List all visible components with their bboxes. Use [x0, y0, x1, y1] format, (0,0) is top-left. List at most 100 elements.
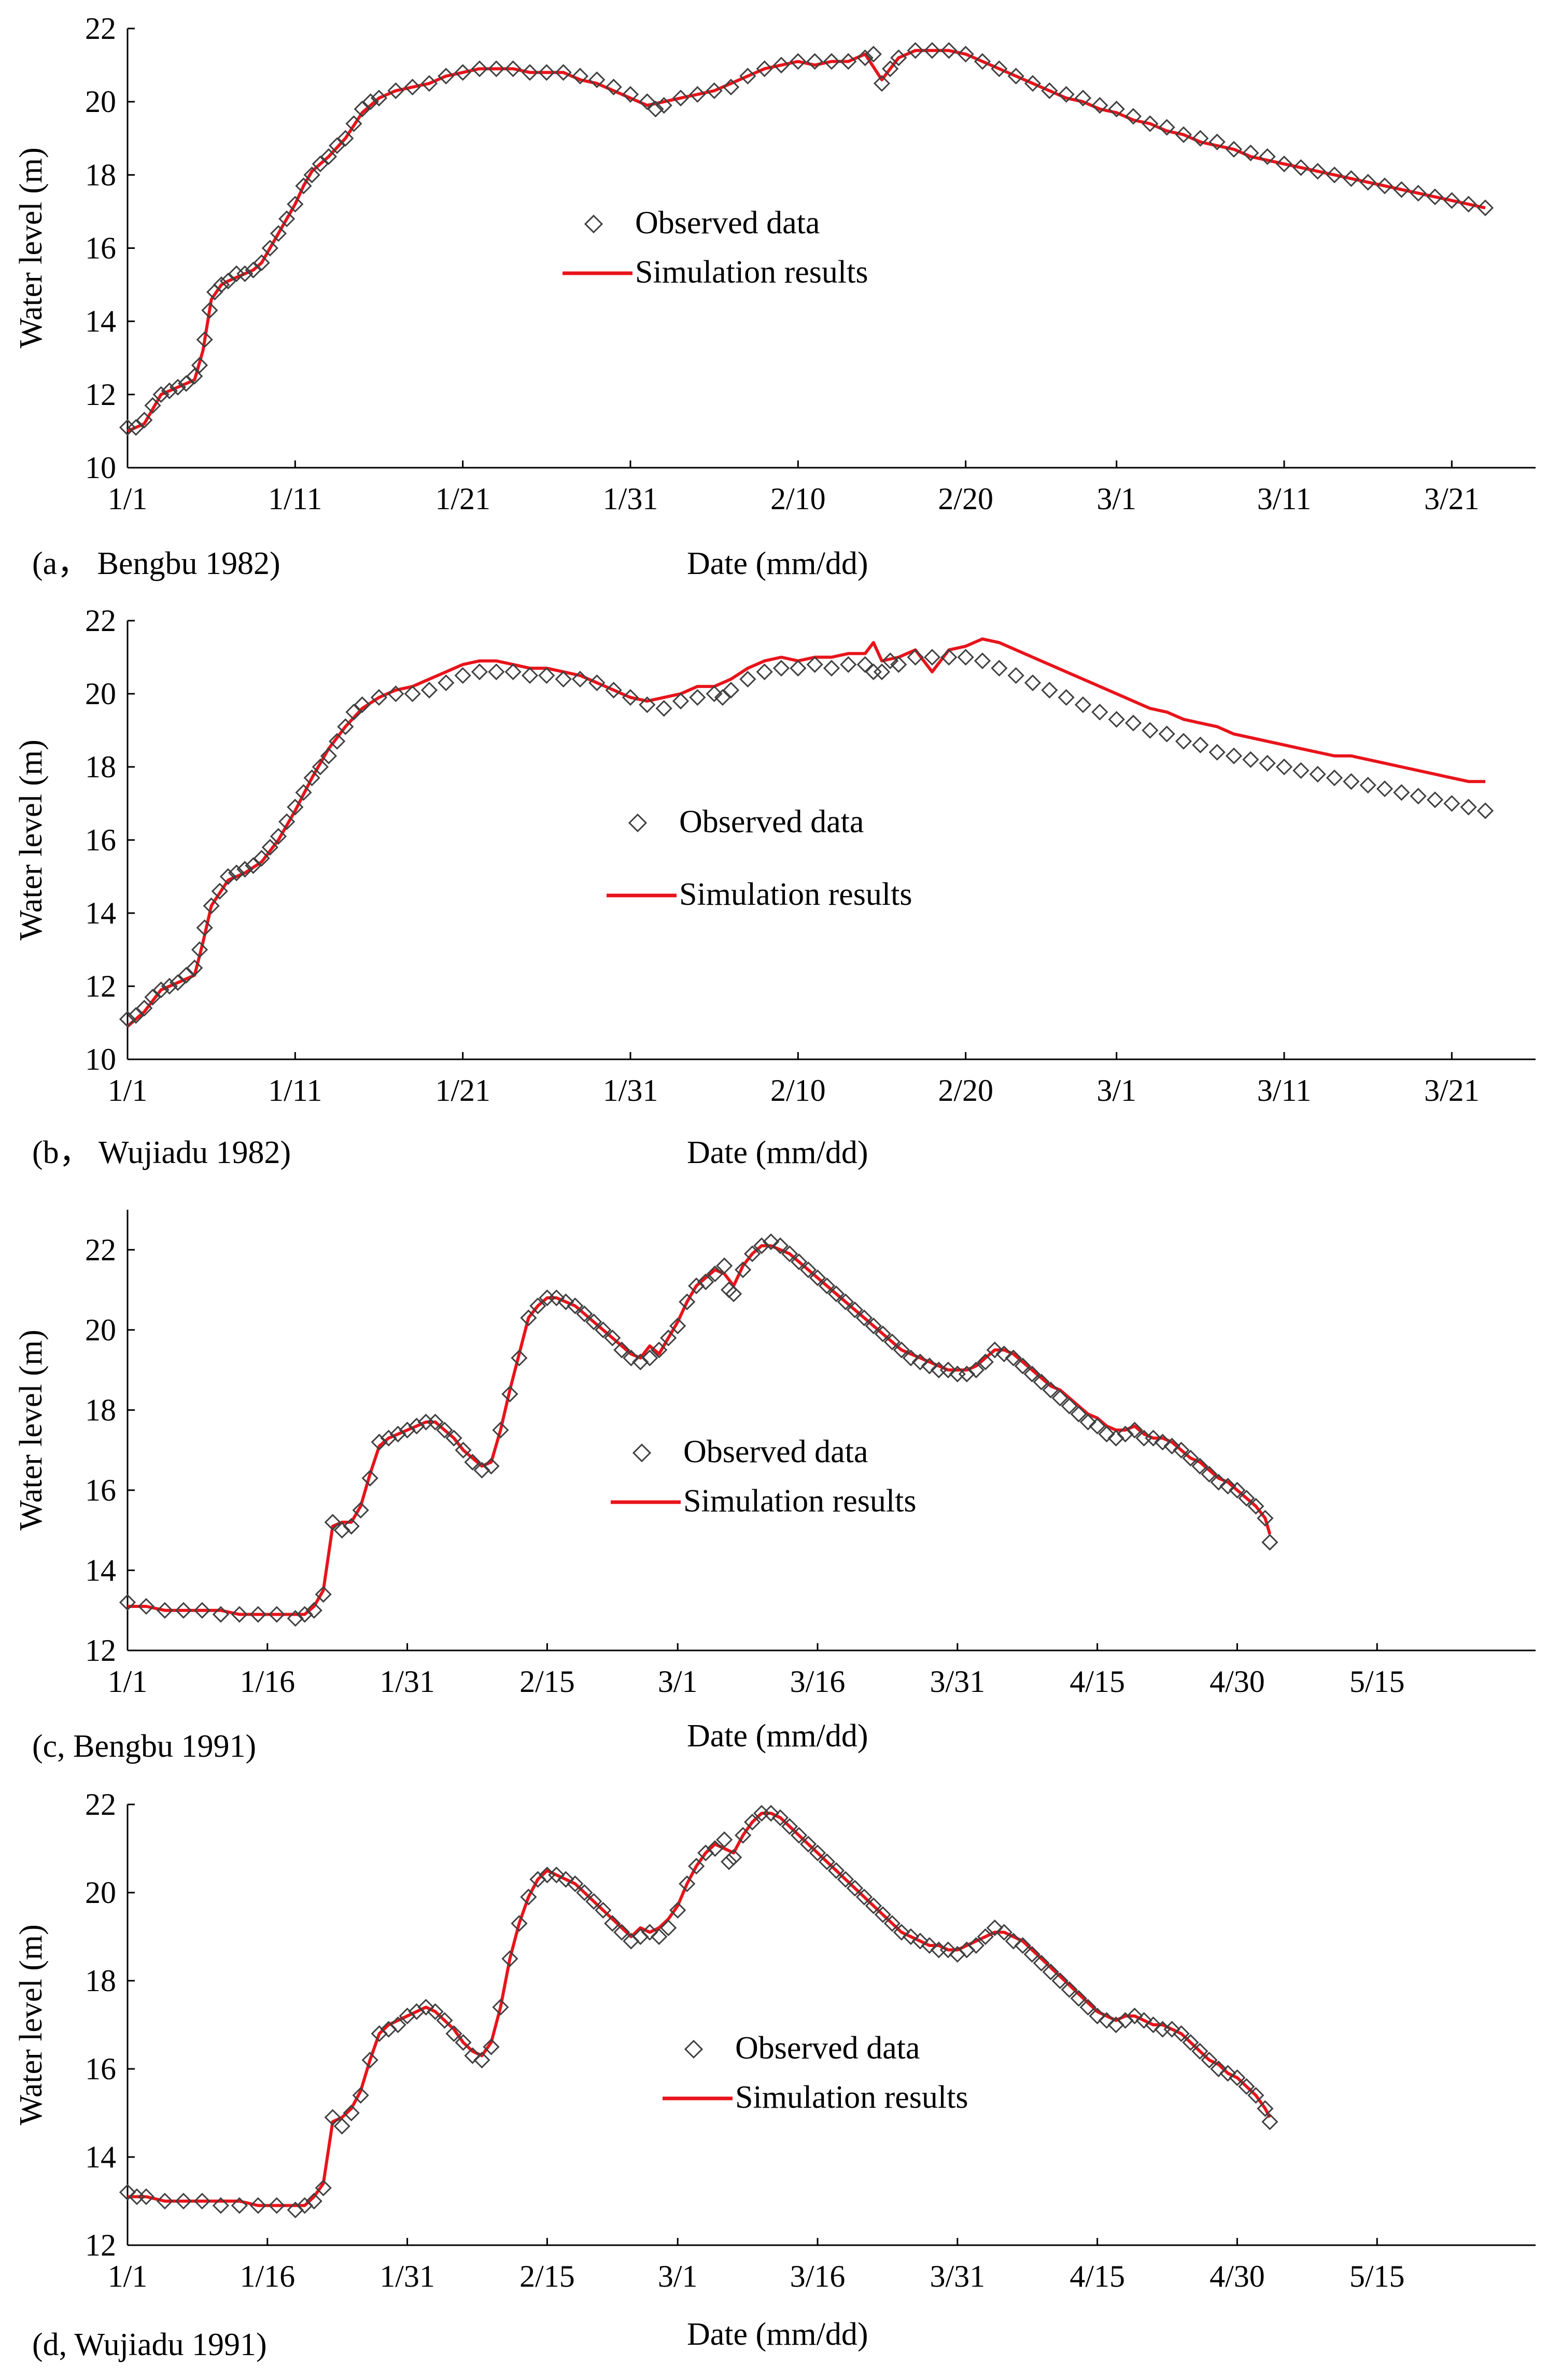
legend-observed-label: Observed data: [635, 205, 820, 241]
observed-point: [520, 1309, 537, 1326]
observed-point: [278, 813, 296, 830]
simulation-line: [126, 49, 1486, 433]
observed-point: [261, 838, 278, 856]
observed-point: [571, 670, 589, 688]
observed-point: [455, 1441, 472, 1459]
observed-point: [651, 1928, 668, 1945]
observed-point: [315, 2179, 332, 2196]
observed-point: [1309, 163, 1326, 180]
observed-point: [492, 1421, 509, 1439]
x-tick-label: 1/21: [435, 482, 490, 516]
observed-point: [438, 674, 455, 691]
legend: Observed data Simulation results: [562, 205, 868, 290]
observed-point: [333, 1522, 350, 1539]
observed-point: [1033, 1374, 1050, 1391]
y-tick-label: 18: [85, 1964, 116, 1998]
observed-point: [236, 265, 254, 283]
observed-point: [521, 667, 539, 684]
observed-point: [1158, 119, 1175, 136]
x-tick-label: 3/11: [1257, 1073, 1311, 1108]
x-tick-label: 1/1: [108, 1664, 148, 1699]
observed-point: [329, 137, 346, 154]
observed-point: [967, 1937, 985, 1954]
observed-point: [883, 1915, 901, 1932]
observed-point: [641, 1349, 658, 1367]
observed-point: [128, 419, 145, 436]
panel-caption: (c, Bengbu 1991): [32, 1729, 256, 1764]
observed-point: [1014, 1937, 1031, 1954]
observed-point: [245, 857, 262, 874]
observed-point: [1393, 181, 1410, 198]
observed-point: [585, 1893, 602, 1910]
observed-point: [249, 1606, 266, 1623]
observed-point: [1074, 696, 1092, 713]
observed-point: [995, 1924, 1012, 1941]
observed-point: [312, 156, 329, 173]
observed-point: [1259, 754, 1276, 772]
observed-point: [1238, 1490, 1255, 1507]
observed-point: [511, 1349, 528, 1367]
observed-point: [228, 864, 245, 881]
observed-point: [268, 2197, 285, 2214]
observed-point: [1225, 141, 1243, 158]
observed-point: [923, 42, 941, 59]
observed-point: [1124, 108, 1142, 125]
x-tick-label: 3/16: [790, 2259, 846, 2293]
observed-point: [790, 1253, 808, 1270]
x-tick-label: 1/11: [268, 482, 322, 516]
observed-point: [1070, 1405, 1087, 1423]
observed-point: [739, 67, 756, 85]
observed-point: [1042, 1963, 1059, 1981]
observed-point: [333, 2118, 350, 2135]
observed-point: [156, 2192, 174, 2210]
observed-point: [320, 747, 337, 764]
observed-point: [361, 2051, 378, 2069]
legend: Observed data Simulation results: [611, 1434, 917, 1519]
observed-point: [454, 64, 471, 81]
observed-point: [974, 652, 991, 669]
x-tick-label: 1/31: [379, 1664, 435, 1699]
y-axis-title: Water level (m): [13, 1329, 49, 1530]
observed-point: [1158, 725, 1175, 743]
observed-point: [1023, 1945, 1040, 1963]
observed-point: [1275, 156, 1293, 173]
observed-point: [1074, 89, 1092, 107]
observed-point: [722, 681, 740, 699]
y-tick-label: 18: [85, 750, 116, 784]
observed-point: [1460, 799, 1477, 816]
observed-point: [595, 1901, 612, 1919]
observed-point: [152, 981, 170, 999]
observed-point: [305, 2192, 322, 2210]
observed-point: [399, 1421, 416, 1439]
observed-point: [219, 868, 237, 885]
x-tick-label: 1/21: [435, 1073, 490, 1108]
x-tick-label: 4/30: [1210, 1664, 1265, 1699]
observed-point: [492, 1998, 509, 2016]
observed-point: [212, 2197, 229, 2214]
observed-point: [445, 2025, 462, 2042]
observed-point: [1326, 769, 1343, 787]
x-axis-title: Date (mm/dd): [687, 1718, 868, 1754]
observed-point: [1061, 1981, 1078, 1998]
observed-point: [1359, 174, 1376, 191]
observed-point: [1261, 1534, 1278, 1551]
observed-point: [882, 60, 899, 77]
observed-point: [245, 261, 262, 278]
observed-point: [211, 883, 228, 900]
observed-point: [604, 1915, 621, 1932]
observed-point: [186, 368, 203, 385]
observed-point: [1142, 115, 1159, 132]
observed-point: [1175, 126, 1192, 143]
observed-point: [890, 656, 907, 673]
observed-point: [253, 254, 270, 271]
observed-point: [287, 195, 304, 213]
x-tick-label: 1/31: [603, 482, 658, 516]
observed-point: [420, 75, 438, 92]
x-axis-title: Date (mm/dd): [687, 546, 868, 581]
observed-point: [1208, 744, 1226, 761]
observed-point: [203, 897, 220, 915]
observed-point: [856, 49, 874, 66]
observed-point: [1041, 82, 1058, 100]
observed-point: [1024, 674, 1042, 691]
legend-simulated-label: Simulation results: [635, 255, 868, 290]
